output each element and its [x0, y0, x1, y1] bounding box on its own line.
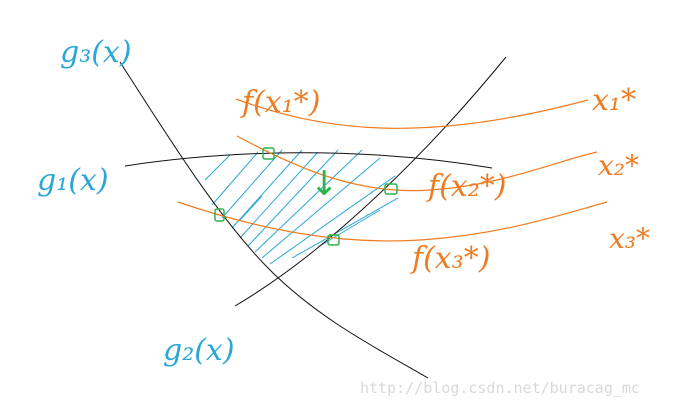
- g3-curve: [119, 61, 429, 379]
- watermark-text: http://blog.csdn.net/buracag_mc: [360, 379, 640, 397]
- label-f-x1: f(x₁*): [240, 85, 320, 120]
- label-f-x3: f(x₃*): [410, 241, 490, 276]
- level-curve-x3: [177, 201, 608, 242]
- descent-arrow-icon: ↓: [310, 164, 339, 204]
- label-g2: g₂(x): [163, 333, 235, 368]
- level-curve-x1: [235, 98, 589, 129]
- intersection-markers: [214, 147, 398, 246]
- label-x3: x₃*: [609, 222, 650, 255]
- label-f-x2: f(x₂*): [426, 169, 506, 204]
- marker-point: [384, 183, 398, 195]
- marker-point: [262, 147, 275, 160]
- label-x1: x₁*: [592, 83, 636, 118]
- level-curve-x2: [236, 135, 598, 192]
- label-x2: x₂*: [598, 149, 639, 182]
- g1-curve: [124, 152, 493, 169]
- marker-point: [214, 208, 225, 222]
- objective-level-curves: [177, 98, 608, 242]
- g2-curve: [234, 56, 507, 307]
- label-g1: g₁(x): [37, 163, 109, 198]
- marker-point: [327, 234, 340, 246]
- label-g3: g₃(x): [60, 35, 132, 70]
- constraint-curves: [119, 56, 507, 379]
